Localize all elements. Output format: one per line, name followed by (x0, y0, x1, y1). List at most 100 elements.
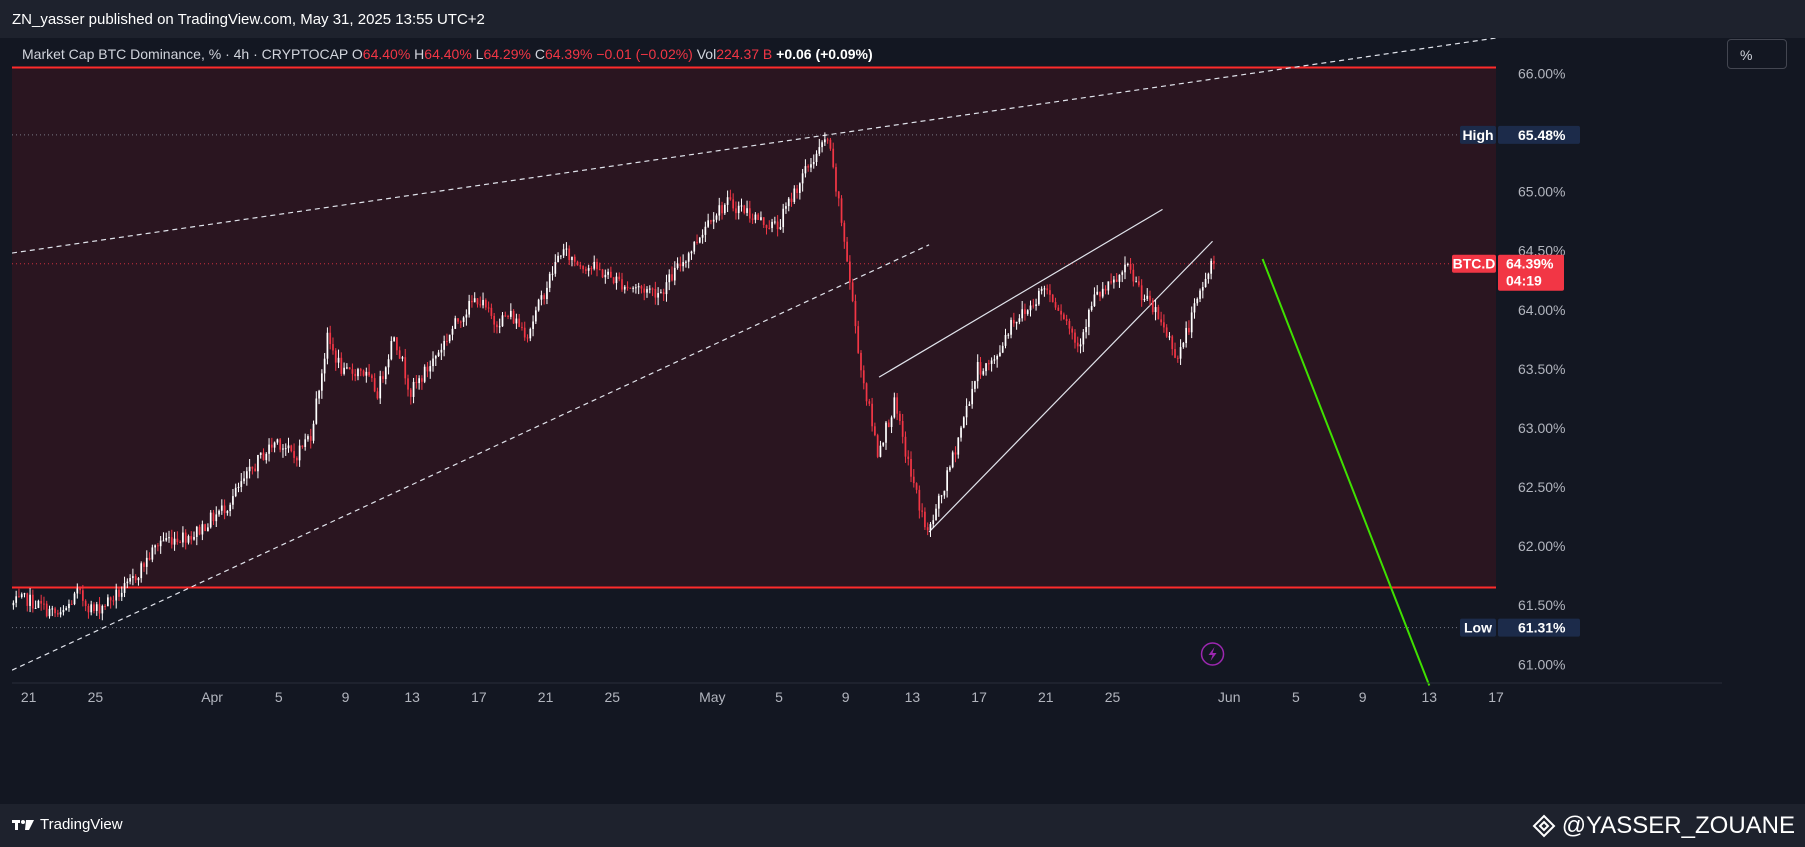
current-value-box (1498, 254, 1564, 291)
candle (323, 358, 326, 374)
lightning-icon[interactable] (1200, 642, 1225, 666)
candle (751, 218, 754, 220)
candle (1115, 279, 1118, 282)
candle (218, 510, 220, 515)
candle (123, 583, 126, 593)
candle (1079, 344, 1082, 347)
candle (373, 378, 376, 392)
candle (1193, 303, 1196, 313)
candle (990, 360, 993, 364)
candle (115, 589, 118, 601)
footer-bar: TradingView @YASSER_ZOUANE (0, 804, 1805, 847)
candle (596, 261, 598, 270)
candle (359, 369, 362, 371)
candle (193, 536, 195, 540)
candle (346, 367, 348, 369)
wedge-lower-line (928, 240, 1213, 533)
candle (587, 268, 590, 271)
candle (62, 609, 65, 613)
candle (287, 445, 290, 449)
candle (48, 608, 51, 617)
low-label: L (475, 46, 484, 62)
unit-button[interactable]: % (1727, 39, 1787, 69)
x-axis-tick: 13 (905, 689, 921, 705)
candle (207, 527, 209, 532)
candle (554, 261, 557, 274)
candle (896, 397, 898, 414)
candle (632, 287, 634, 289)
candle (974, 381, 976, 389)
candle (565, 248, 568, 250)
wedge-upper-line (878, 208, 1163, 378)
candle (1051, 294, 1054, 303)
candle (412, 381, 415, 397)
candle (776, 221, 779, 230)
candle (937, 495, 940, 509)
candle (401, 357, 404, 359)
candle (1199, 290, 1201, 299)
candle (793, 188, 796, 202)
x-axis-tick: Apr (201, 689, 223, 705)
x-axis-tick: 17 (1488, 689, 1504, 705)
candle (785, 206, 787, 209)
candle (818, 147, 821, 154)
lower-channel-line (12, 244, 930, 671)
candle (635, 287, 637, 289)
candle (918, 489, 921, 511)
candle (971, 388, 974, 405)
candle (765, 224, 768, 228)
candle (687, 253, 690, 262)
candle (1096, 291, 1099, 295)
candle (712, 219, 715, 222)
candle (1032, 305, 1035, 307)
candle (318, 390, 320, 399)
candle (448, 334, 451, 342)
candle (1149, 295, 1151, 301)
candle (657, 293, 659, 298)
candle (487, 307, 490, 309)
candle (215, 514, 218, 522)
candle (31, 594, 34, 609)
price-chart[interactable]: 66.00%65.50%65.00%64.50%64.00%63.50%63.0… (12, 38, 1722, 802)
zone-rect (12, 67, 1496, 588)
candle (985, 363, 987, 372)
candle (282, 448, 284, 450)
candle (418, 378, 420, 384)
candle (382, 376, 384, 380)
candle (993, 359, 996, 361)
candle (754, 214, 757, 220)
candle (354, 373, 357, 377)
vol-value: 224.37 B (716, 46, 773, 62)
tradingview-logo[interactable]: TradingView (12, 816, 123, 833)
candle (726, 197, 729, 205)
candle (721, 205, 723, 214)
current-value: 64.39% (1506, 256, 1554, 272)
candle (576, 261, 579, 266)
candle (393, 337, 395, 342)
candle (98, 604, 101, 614)
candle (696, 241, 698, 243)
candle (70, 603, 73, 605)
candle (257, 454, 259, 472)
symbol-name[interactable]: Market Cap BTC Dominance, % · 4h · CRYPT… (22, 46, 348, 62)
candle (159, 540, 162, 547)
chart-pane[interactable]: 66.00%65.50%65.00%64.50%64.00%63.50%63.0… (12, 38, 1722, 802)
lightning-icon-bolt (1208, 647, 1217, 661)
candles (12, 132, 1215, 621)
y-axis-tick: 63.50% (1518, 361, 1565, 377)
candle (1118, 274, 1121, 282)
candle (387, 359, 390, 368)
trendlines[interactable] (12, 38, 1497, 686)
candle (1157, 307, 1160, 320)
candle (804, 166, 807, 174)
candle (543, 295, 546, 300)
candle (682, 262, 684, 267)
candle (729, 197, 732, 200)
candle (879, 445, 882, 457)
candle (1015, 321, 1018, 324)
candle (54, 608, 56, 614)
candle (760, 217, 762, 221)
change-value: −0.01 (−0.02%) (596, 46, 693, 62)
candle (846, 241, 848, 262)
candle (960, 427, 962, 438)
